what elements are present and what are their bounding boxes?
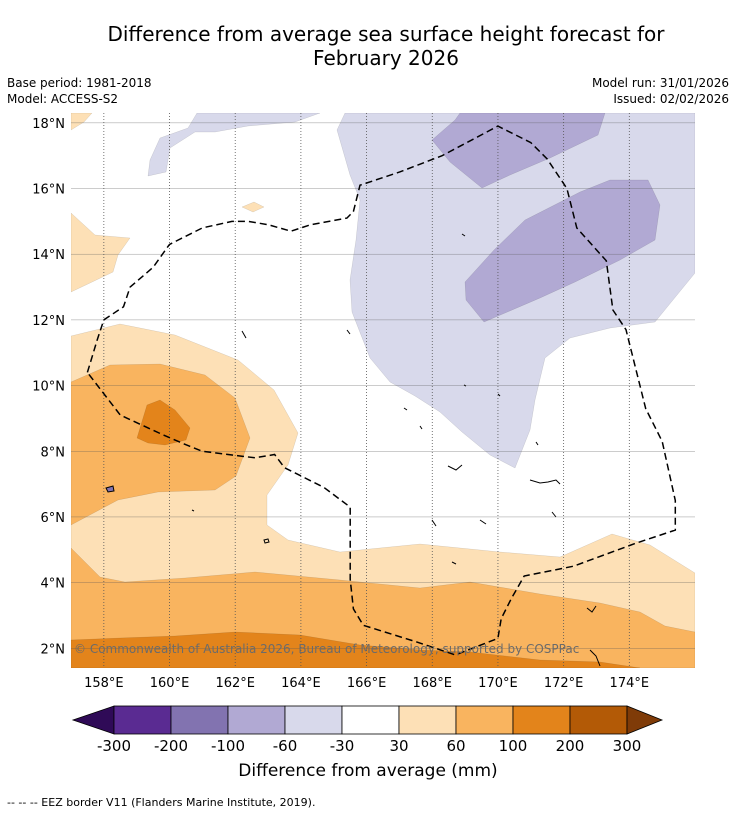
- colorbar-bin: [284, 705, 343, 735]
- colorbar-tick-label: -200: [154, 737, 188, 755]
- map-title: Difference from average sea surface heig…: [0, 22, 736, 70]
- title-line-2: February 2026: [313, 46, 459, 70]
- colorbar-extend-max: [626, 705, 664, 735]
- lat-tick-label: 18°N: [32, 117, 65, 132]
- lon-tick-label: 170°E: [478, 676, 518, 691]
- contour-30-60mm-northwest: [71, 113, 93, 131]
- lat-tick-label: 4°N: [41, 577, 66, 592]
- lat-tick-label: 6°N: [41, 511, 66, 526]
- colorbar-tick-label: 200: [556, 737, 585, 755]
- colorbar-bin: [455, 705, 514, 735]
- lon-tick-label: 158°E: [84, 676, 124, 691]
- latitude-labels: 2°N 4°N 6°N 8°N 10°N 12°N 14°N 16°N 18°N: [32, 117, 65, 657]
- anomaly-contours: [71, 113, 695, 668]
- base-period: Base period: 1981-2018: [7, 76, 152, 90]
- colorbar-tick-label: 30: [389, 737, 408, 755]
- colorbar-tick-label: -60: [273, 737, 298, 755]
- colorbar-label: Difference from average (mm): [238, 761, 498, 781]
- colorbar-bin: [398, 705, 457, 735]
- lat-tick-label: 8°N: [41, 445, 66, 460]
- colorbar: -300 -200 -100 -60 -30 30 60 100 200 300: [71, 705, 664, 755]
- info-right: Model run: 31/01/2026 Issued: 02/02/2026: [592, 75, 729, 107]
- lat-tick-label: 2°N: [41, 642, 66, 657]
- issued-date: Issued: 02/02/2026: [613, 92, 729, 106]
- lon-tick-label: 174°E: [610, 676, 650, 691]
- colorbar-extend-min: [71, 705, 115, 735]
- contour-minus-60-100mm-north: [431, 113, 606, 189]
- island-outlines: [105, 233, 601, 667]
- contour-minus-60-100mm: [464, 179, 661, 323]
- info-left: Base period: 1981-2018 Model: ACCESS-S2: [7, 75, 152, 107]
- contour-minus-30-60mm-northwest: [147, 113, 321, 177]
- colorbar-tick-label: -300: [97, 737, 131, 755]
- lat-tick-label: 10°N: [32, 380, 65, 395]
- lon-tick-label: 164°E: [281, 676, 321, 691]
- colorbar-bin: [227, 705, 286, 735]
- lon-tick-label: 160°E: [150, 676, 190, 691]
- lat-tick-label: 14°N: [32, 248, 65, 263]
- colorbar-bin: [512, 705, 571, 735]
- lon-tick-label: 166°E: [347, 676, 387, 691]
- lat-tick-label: 16°N: [32, 183, 65, 198]
- title-line-1: Difference from average sea surface heig…: [107, 22, 665, 46]
- graticule: [71, 113, 695, 668]
- longitude-labels: 158°E 160°E 162°E 164°E 166°E 168°E 170°E 172°E…: [84, 676, 649, 691]
- colorbar-tick-label: 60: [446, 737, 465, 755]
- colorbar-tick-label: 300: [613, 737, 642, 755]
- colorbar-bin: [113, 705, 172, 735]
- colorbar-bin: [341, 705, 400, 735]
- colorbar-tick-label: -100: [211, 737, 245, 755]
- lon-tick-label: 172°E: [544, 676, 584, 691]
- contour-30-60mm-west: [71, 212, 131, 293]
- eez-border-legend: -- -- -- EEZ border V11 (Flanders Marine…: [7, 796, 316, 809]
- lon-tick-label: 162°E: [215, 676, 255, 691]
- lon-tick-label: 168°E: [412, 676, 452, 691]
- eez-border: [86, 125, 677, 656]
- lat-tick-label: 12°N: [32, 314, 65, 329]
- model-name: Model: ACCESS-S2: [7, 92, 119, 106]
- contour-100-200mm: [136, 399, 191, 446]
- colorbar-bin: [569, 705, 628, 735]
- contour-30-60mm-small: [241, 201, 265, 213]
- colorbar-tick-label: -30: [330, 737, 355, 755]
- model-run-date: Model run: 31/01/2026: [591, 76, 729, 90]
- copyright-notice: © Commonwealth of Australia 2026, Bureau…: [74, 642, 579, 656]
- colorbar-tick-label: 100: [499, 737, 528, 755]
- colorbar-bin: [170, 705, 229, 735]
